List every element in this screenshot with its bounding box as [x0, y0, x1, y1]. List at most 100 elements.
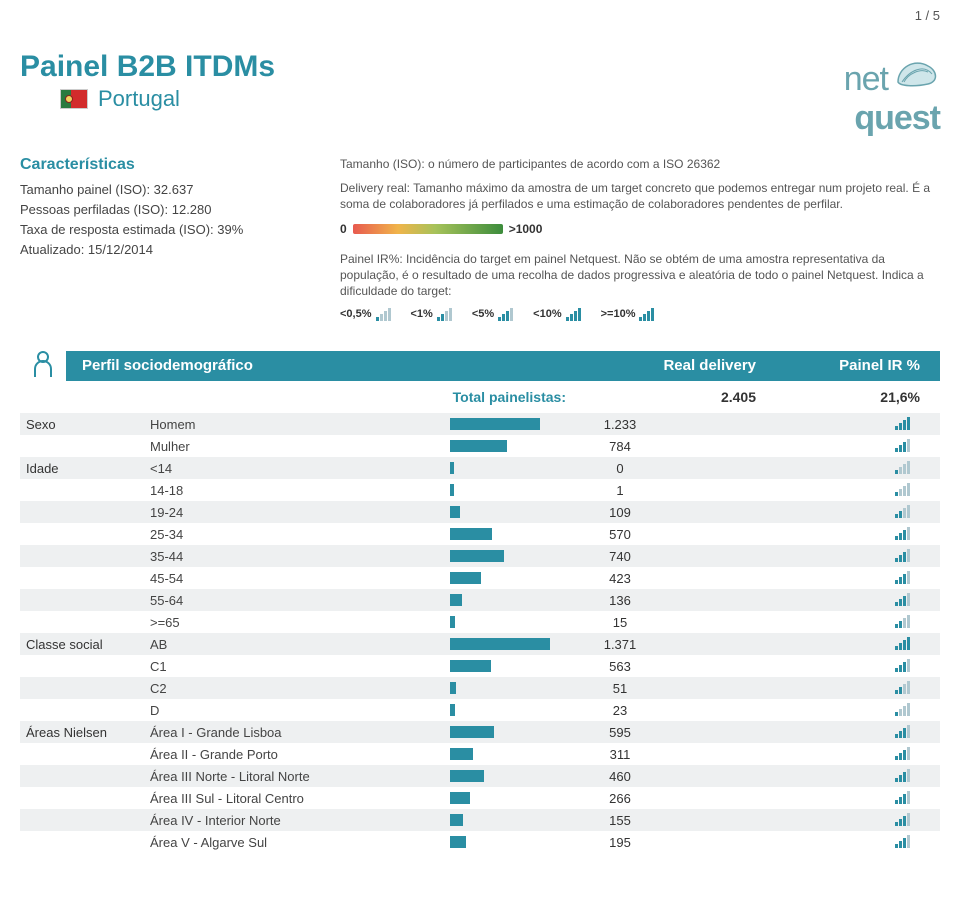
row-group: Sexo — [20, 417, 150, 432]
flag-icon — [60, 89, 88, 109]
row-bar — [450, 506, 560, 518]
table-row: Idade<14 0 — [20, 457, 940, 479]
title-block: Painel B2B ITDMs Portugal — [20, 50, 275, 112]
bars-icon — [895, 638, 910, 650]
bars-icon — [895, 572, 910, 584]
page-number: 1 / 5 — [915, 8, 940, 23]
row-bar — [450, 550, 560, 562]
band-right: Painel IR % — [756, 357, 940, 374]
table-row: Área III Sul - Litoral Centro266 — [20, 787, 940, 809]
table-row: Área IV - Interior Norte155 — [20, 809, 940, 831]
row-label: Área I - Grande Lisboa — [150, 725, 450, 740]
row-bar — [450, 462, 560, 474]
row-value: 15 — [560, 615, 680, 630]
main-title: Painel B2B ITDMs — [20, 50, 275, 84]
bars-icon — [895, 814, 910, 826]
gauge-low: 0 — [340, 221, 347, 237]
row-bar — [450, 572, 560, 584]
bars-icon — [895, 792, 910, 804]
table-row: 45-54423 — [20, 567, 940, 589]
row-label: C2 — [150, 681, 450, 696]
total-pct: 21,6% — [756, 389, 940, 405]
row-ir-icon — [680, 638, 940, 650]
row-bar — [450, 484, 560, 496]
row-label: D — [150, 703, 450, 718]
row-ir-icon — [680, 704, 940, 716]
band-left: Perfil sociodemográfico — [66, 357, 586, 374]
logo-text-quest: quest — [854, 99, 940, 137]
row-ir-icon — [680, 594, 940, 606]
row-bar — [450, 726, 560, 738]
row-value: 563 — [560, 659, 680, 674]
bars-icon — [895, 462, 910, 474]
data-table: SexoHomem1.233Mulher784Idade<14014-18119… — [20, 413, 940, 853]
table-row: 55-64136 — [20, 589, 940, 611]
logo-text-net: net — [844, 60, 888, 99]
row-ir-icon — [680, 440, 940, 452]
desc-p3: Painel IR%: Incidência do target em pain… — [340, 251, 940, 300]
row-value: 195 — [560, 835, 680, 850]
bars-icon — [895, 682, 910, 694]
row-ir-icon — [680, 462, 940, 474]
table-row: 25-34570 — [20, 523, 940, 545]
table-row: 14-181 — [20, 479, 940, 501]
row-bar — [450, 638, 560, 650]
characteristics-item: Taxa de resposta estimada (ISO): 39% — [20, 220, 320, 240]
bars-icon — [895, 594, 910, 606]
row-label: Mulher — [150, 439, 450, 454]
row-ir-icon — [680, 572, 940, 584]
row-value: 570 — [560, 527, 680, 542]
row-label: 19-24 — [150, 505, 450, 520]
row-ir-icon — [680, 836, 940, 848]
table-row: D23 — [20, 699, 940, 721]
band-mid: Real delivery — [586, 357, 756, 374]
characteristics-item: Pessoas perfiladas (ISO): 12.280 — [20, 200, 320, 220]
row-group: Classe social — [20, 637, 150, 652]
row-bar — [450, 418, 560, 430]
row-bar — [450, 704, 560, 716]
bars-icon — [566, 309, 581, 321]
characteristics-item: Tamanho painel (ISO): 32.637 — [20, 180, 320, 200]
bars-icon — [895, 440, 910, 452]
bars-icon — [895, 770, 910, 782]
row-ir-icon — [680, 418, 940, 430]
bars-icon — [437, 309, 452, 321]
bars-icon — [895, 726, 910, 738]
bars-icon — [895, 660, 910, 672]
bars-icon — [895, 506, 910, 518]
row-ir-icon — [680, 528, 940, 540]
description-block: Tamanho (ISO): o número de participantes… — [340, 156, 940, 322]
total-label: Total painelistas: — [20, 389, 586, 405]
table-row: C1563 — [20, 655, 940, 677]
row-bar — [450, 682, 560, 694]
shell-icon — [894, 54, 940, 90]
row-group: Áreas Nielsen — [20, 725, 150, 740]
row-value: 0 — [560, 461, 680, 476]
total-row: Total painelistas: 2.405 21,6% — [20, 381, 940, 413]
row-bar — [450, 770, 560, 782]
bars-icon — [895, 528, 910, 540]
desc-p2: Delivery real: Tamanho máximo da amostra… — [340, 180, 940, 212]
row-ir-icon — [680, 506, 940, 518]
row-group: Idade — [20, 461, 150, 476]
indicator-item: <0,5% — [340, 307, 391, 322]
desc-p1: Tamanho (ISO): o número de participantes… — [340, 156, 940, 172]
indicator-label: <0,5% — [340, 307, 372, 322]
gauge-high: >1000 — [509, 221, 543, 237]
table-row: 19-24109 — [20, 501, 940, 523]
indicator-item: <10% — [533, 307, 580, 322]
row-label: Área IV - Interior Norte — [150, 813, 450, 828]
row-bar — [450, 814, 560, 826]
indicator-label: <10% — [533, 307, 561, 322]
table-row: C2 51 — [20, 677, 940, 699]
row-ir-icon — [680, 792, 940, 804]
row-bar — [450, 836, 560, 848]
table-row: Área III Norte - Litoral Norte460 — [20, 765, 940, 787]
bars-icon — [895, 748, 910, 760]
row-bar — [450, 528, 560, 540]
bars-icon — [895, 836, 910, 848]
table-row: SexoHomem1.233 — [20, 413, 940, 435]
row-value: 784 — [560, 439, 680, 454]
row-label: <14 — [150, 461, 450, 476]
row-value: 51 — [560, 681, 680, 696]
